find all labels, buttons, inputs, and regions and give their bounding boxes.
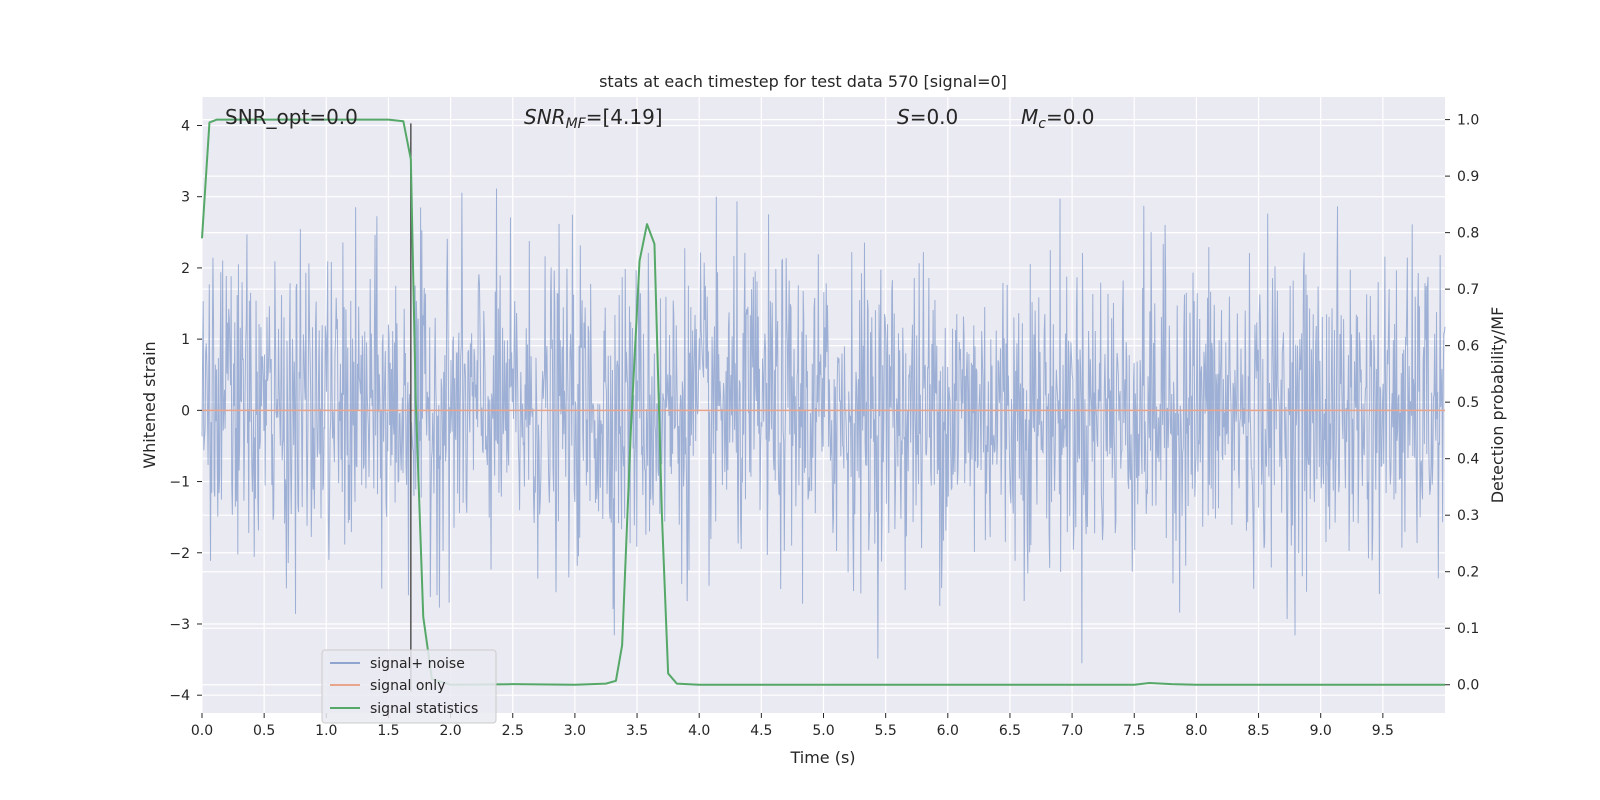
x-tick-label-8: 4.0 [688, 723, 710, 739]
legend: signal+ noise signal only signal statist… [321, 649, 497, 724]
yr-tick-label-0: 0.0 [1457, 678, 1479, 694]
yr-tick-label-8: 0.8 [1457, 226, 1479, 242]
x-tick-label-3: 1.5 [377, 723, 399, 739]
x-axis-ticks: 0.0 0.5 1.0 1.5 2.0 2.5 3.0 3.5 4.0 4.5 5.0 5.5 6.0 6… [191, 713, 1394, 739]
x-tick-label-10: 5.0 [812, 723, 834, 739]
x-tick-label-13: 6.5 [999, 723, 1021, 739]
s-value: =0.0 [910, 105, 959, 129]
x-tick-label-9: 4.5 [750, 723, 772, 739]
yr-tick-label-1: 0.1 [1457, 621, 1479, 637]
x-tick-label-5: 2.5 [502, 723, 524, 739]
yr-tick-label-3: 0.3 [1457, 508, 1479, 524]
yr-tick-label-9: 0.9 [1457, 169, 1479, 185]
x-axis-label: Time (s) [789, 748, 855, 767]
yl-tick-label-5: 1 [181, 332, 190, 348]
annotation-snr-opt: SNR_opt=0.0 [225, 105, 358, 129]
legend-box [321, 649, 497, 724]
yl-tick-label-7: 3 [181, 190, 190, 206]
mc-value: =0.0 [1046, 105, 1095, 129]
snr-mf-value: =[4.19] [586, 105, 663, 129]
x-tick-label-2: 1.0 [315, 723, 337, 739]
mc-main: M [1021, 105, 1038, 129]
signal-statistics-line [201, 118, 1445, 686]
x-tick-label-16: 8.0 [1185, 723, 1207, 739]
x-tick-label-12: 6.0 [937, 723, 959, 739]
yl-tick-label-8: 4 [181, 118, 190, 134]
snr-mf-sub: MF [566, 116, 587, 132]
signal-noise-line [201, 188, 1446, 664]
mc-sub: c [1038, 116, 1046, 132]
yl-tick-label-0: −4 [169, 688, 190, 704]
y-left-axis-label: Whitened strain [140, 341, 159, 468]
y-right-axis-label: Detection probability/MF [1488, 307, 1507, 504]
yr-tick-label-10: 1.0 [1457, 113, 1479, 129]
legend-label-signal-only: signal only [370, 678, 445, 694]
x-tick-label-11: 5.5 [875, 723, 897, 739]
yl-tick-label-2: −2 [169, 546, 190, 562]
yr-tick-label-7: 0.7 [1457, 282, 1479, 298]
x-tick-label-4: 2.0 [439, 723, 461, 739]
x-tick-label-19: 9.5 [1372, 723, 1394, 739]
yl-tick-label-3: −1 [169, 475, 190, 491]
annotation-mc: Mc=0.0 [1021, 105, 1095, 132]
series-signal-statistics [201, 118, 1445, 686]
series-signal-noise [201, 188, 1446, 664]
x-tick-label-17: 8.5 [1247, 723, 1269, 739]
x-tick-label-14: 7.0 [1061, 723, 1083, 739]
x-tick-label-6: 3.0 [564, 723, 586, 739]
annotation-s: S=0.0 [897, 105, 958, 129]
chart-title: stats at each timestep for test data 570… [599, 72, 1007, 91]
y-left-axis-ticks: −4 −3 −2 −1 0 1 2 3 4 [169, 118, 202, 704]
x-tick-label-18: 9.0 [1310, 723, 1332, 739]
x-tick-label-7: 3.5 [626, 723, 648, 739]
yr-tick-label-4: 0.4 [1457, 452, 1479, 468]
x-tick-label-0: 0.0 [191, 723, 213, 739]
s-main: S [897, 105, 910, 129]
annotation-snr-mf: SNRMF=[4.19] [524, 105, 663, 132]
legend-label-signal-statistics: signal statistics [370, 701, 478, 717]
yl-tick-label-6: 2 [181, 261, 190, 277]
y-right-axis-ticks: 0.0 0.1 0.2 0.3 0.4 0.5 0.6 0.7 0.8 0.9 1.0 [1445, 113, 1479, 694]
yr-tick-label-6: 0.6 [1457, 339, 1479, 355]
yr-tick-label-2: 0.2 [1457, 565, 1479, 581]
x-tick-label-1: 0.5 [253, 723, 275, 739]
snr-mf-main: SNR [524, 105, 566, 129]
legend-label-signal-noise: signal+ noise [370, 656, 465, 672]
yl-tick-label-4: 0 [181, 403, 190, 419]
yr-tick-label-5: 0.5 [1457, 395, 1479, 411]
yl-tick-label-1: −3 [169, 617, 190, 633]
x-tick-label-15: 7.5 [1123, 723, 1145, 739]
